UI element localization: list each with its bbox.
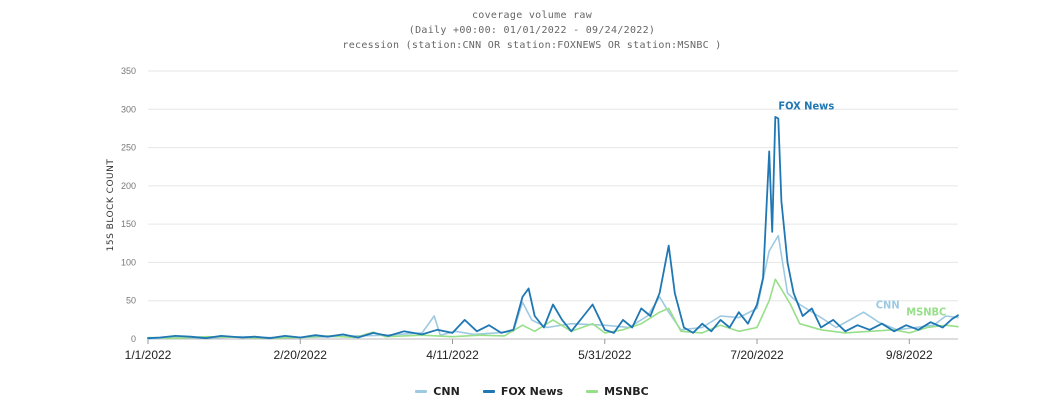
series-line-fox-news: [147, 116, 959, 340]
series-end-label-msnbc: MSNBC: [906, 305, 946, 318]
y-tick-label-200: 200: [121, 181, 136, 191]
series-line-msnbc: [147, 278, 959, 339]
x-tick-label-1: 2/20/2022: [274, 348, 328, 362]
legend-swatch-fox-news: [482, 390, 495, 393]
line-chart: 0 50 100 150 200 250 300 350 15S BLOCK COUNT 1/1/…: [106, 66, 959, 362]
x-tick-label-0: 1/1/2022: [125, 348, 172, 362]
legend-label-fox-news: FOX News: [500, 385, 564, 398]
y-tick-label-300: 300: [121, 104, 136, 114]
x-tick-label-2: 4/11/2022: [426, 348, 479, 362]
series-end-label-cnn: CNN: [876, 298, 900, 311]
legend-swatch-msnbc: [586, 390, 599, 393]
chart-title: coverage volume raw: [471, 10, 593, 21]
series-end-label-fox-news: FOX News: [778, 99, 834, 112]
chart-titles: coverage volume raw (Daily +00:00: 01/01…: [0, 8, 1064, 53]
legend-item-msnbc[interactable]: MSNBC: [586, 385, 649, 398]
y-tick-label-350: 350: [121, 66, 136, 76]
y-tick-label-150: 150: [121, 219, 136, 229]
chart-subtitle-1: (Daily +00:00: 01/01/2022 - 09/24/2022): [408, 25, 656, 36]
legend-item-cnn[interactable]: CNN: [415, 385, 460, 398]
y-tick-label-50: 50: [126, 296, 136, 306]
legend-item-fox-news[interactable]: FOX News: [482, 385, 564, 398]
chart-legend: CNN FOX News MSNBC: [0, 378, 1064, 398]
y-tick-label-100: 100: [121, 257, 136, 267]
y-tick-label-250: 250: [121, 143, 136, 153]
legend-label-cnn: CNN: [433, 385, 460, 398]
y-axis-label: 15S BLOCK COUNT: [106, 159, 116, 252]
x-tick-label-4: 7/20/2022: [730, 348, 784, 362]
chart-subtitle-2: recession (station:CNN OR station:FOXNEW…: [342, 40, 722, 51]
x-tick-label-5: 9/8/2022: [886, 348, 933, 362]
y-tick-label-0: 0: [131, 334, 136, 344]
x-tick-label-3: 5/31/2022: [578, 348, 632, 362]
legend-label-msnbc: MSNBC: [604, 385, 649, 398]
legend-swatch-cnn: [415, 390, 428, 393]
